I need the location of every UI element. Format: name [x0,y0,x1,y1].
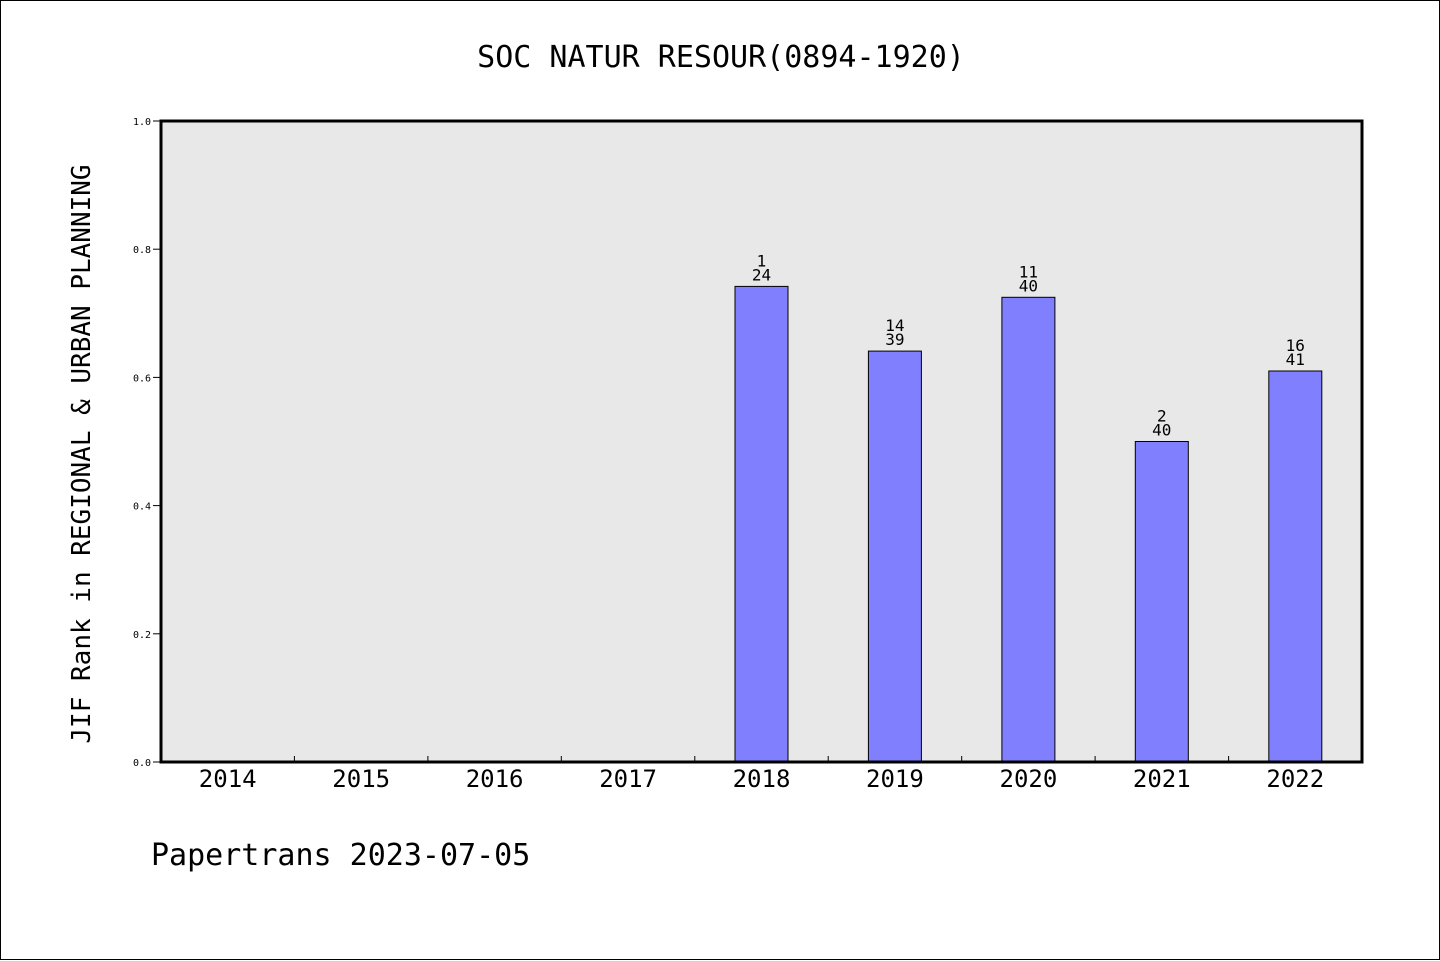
y-tick-label-0.0: 0.0 [133,758,151,769]
x-tick-label-2020: 2020 [1000,765,1058,793]
bar-2020 [1001,296,1056,763]
x-tick-label-2019: 2019 [866,765,924,793]
y-tick-label-1.0: 1.0 [133,117,151,128]
data-label-top-2019: 14 [885,316,904,335]
ticks-layer: 2014 2015 2016 2017 2018 2019 2020 2021 2022 0.0 0… [133,117,1324,793]
y-tick-label-0.8: 0.8 [133,245,151,256]
bar-2019 [867,350,922,763]
y-tick-label-0.6: 0.6 [133,373,151,384]
y-tick-label-0.4: 0.4 [133,502,151,513]
data-label-top-2021: 2 [1157,407,1167,426]
x-tick-label-2014: 2014 [199,765,257,793]
data-label-top-2018: 1 [757,251,767,270]
data-label-bottom-2018: 24 [752,265,771,284]
x-tick-label-2016: 2016 [466,765,524,793]
data-label-bottom-2022: 41 [1286,350,1305,369]
x-tick-label-2015: 2015 [332,765,390,793]
plot-border [159,119,1364,764]
data-label-bottom-2019: 39 [885,330,904,349]
x-tick-label-2018: 2018 [733,765,791,793]
data-label-top-2022: 16 [1286,336,1305,355]
footer-text: Papertrans 2023-07-05 [151,838,530,873]
x-tick-label-2022: 2022 [1266,765,1324,793]
y-axis-label: JIF Rank in REGIONAL & URBAN PLANNING [67,164,97,743]
bar-2018 [734,285,789,763]
y-tick-label-0.2: 0.2 [133,630,151,641]
bar-2021 [1134,441,1189,763]
data-label-top-2020: 11 [1019,262,1038,281]
data-label-bottom-2021: 40 [1152,421,1171,440]
bar-2022 [1268,370,1323,763]
x-tick-label-2017: 2017 [599,765,657,793]
x-tick-label-2021: 2021 [1133,765,1191,793]
data-label-bottom-2020: 40 [1019,276,1038,295]
chart-title: SOC NATUR RESOUR(0894-1920) [477,40,965,75]
